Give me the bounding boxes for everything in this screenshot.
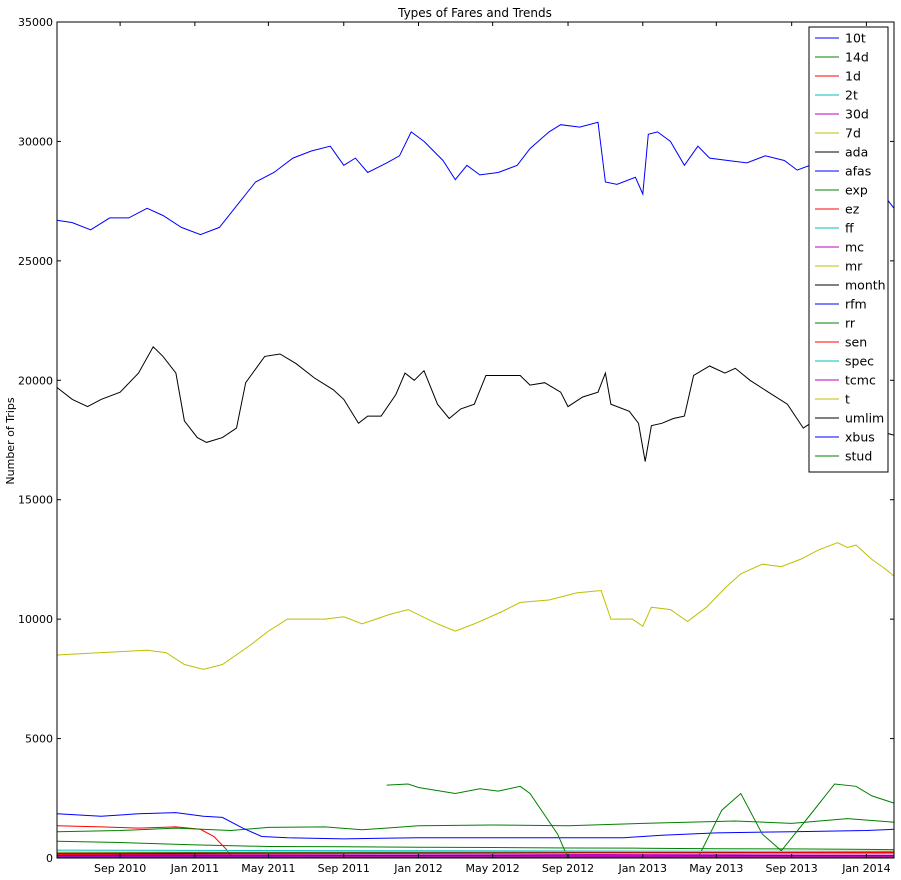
series-line-exp <box>56 818 895 833</box>
legend-label-ff: ff <box>845 221 854 236</box>
legend: 10t 14d 1d 2t 30d 7d ada afas exp ez ff mc mr month rf… <box>808 26 889 473</box>
y-tick-label: 30000 <box>18 135 53 148</box>
y-axis-label: Number of Trips <box>4 397 17 484</box>
y-tick-label: 25000 <box>18 255 53 268</box>
legend-label-umlim: umlim <box>845 411 884 426</box>
legend-label-t: t <box>845 392 850 407</box>
legend-label-2t: 2t <box>845 88 858 103</box>
series-line-t <box>56 850 895 853</box>
plot-lines <box>56 121 895 859</box>
legend-label-ez: ez <box>845 202 860 217</box>
series-line-rfm <box>56 812 895 840</box>
legend-label-month: month <box>845 278 886 293</box>
legend-label-rr: rr <box>845 316 856 331</box>
x-tick-label: Jan 2013 <box>618 862 667 875</box>
x-axis: Sep 2010 Jan 2011 May 2011 Sep 2011 Jan 2012… <box>94 22 891 875</box>
x-tick-label: Jan 2011 <box>170 862 219 875</box>
legend-box <box>808 26 889 473</box>
chart-title: Types of Fares and Trends <box>397 6 552 20</box>
x-tick-label: Jan 2012 <box>393 862 442 875</box>
y-tick-label: 5000 <box>25 733 53 746</box>
legend-label-30d: 30d <box>845 107 869 122</box>
y-tick-label: 35000 <box>18 16 53 29</box>
legend-label-xbus: xbus <box>845 430 875 445</box>
legend-label-sen: sen <box>845 335 867 350</box>
legend-label-7d: 7d <box>845 126 861 141</box>
series-line-14d <box>56 840 895 851</box>
legend-label-exp: exp <box>845 183 868 198</box>
legend-label-mc: mc <box>845 240 864 255</box>
legend-label-rfm: rfm <box>845 297 867 312</box>
legend-label-tcmc: tcmc <box>845 373 876 388</box>
x-tick-label: Sep 2013 <box>766 862 818 875</box>
legend-label-ada: ada <box>845 145 868 160</box>
x-tick-label: May 2013 <box>689 862 743 875</box>
x-tick-label: Sep 2012 <box>542 862 594 875</box>
y-tick-label: 10000 <box>18 613 53 626</box>
y-axis: 0 5000 10000 15000 20000 25000 30000 35000 <box>18 16 894 865</box>
y-tick-label: 15000 <box>18 494 53 507</box>
y-tick-label: 0 <box>46 852 53 865</box>
x-tick-label: Sep 2011 <box>318 862 370 875</box>
legend-label-afas: afas <box>845 164 871 179</box>
legend-label-mr: mr <box>845 259 863 274</box>
series-line-mr <box>56 542 895 670</box>
series-line-month <box>56 345 895 462</box>
legend-label-10t: 10t <box>845 31 866 46</box>
legend-label-14d: 14d <box>845 50 869 65</box>
x-tick-label: Sep 2010 <box>94 862 146 875</box>
series-line-sen <box>56 852 895 855</box>
x-tick-label: May 2012 <box>466 862 520 875</box>
x-tick-label: Jan 2014 <box>841 862 890 875</box>
legend-label-spec: spec <box>845 354 874 369</box>
legend-label-stud: stud <box>845 449 872 464</box>
x-tick-label: May 2011 <box>241 862 295 875</box>
series-line-30d <box>56 853 895 856</box>
series-line-10t <box>56 121 895 236</box>
y-tick-label: 20000 <box>18 374 53 387</box>
plot-frame <box>56 21 895 859</box>
legend-label-1d: 1d <box>845 69 861 84</box>
